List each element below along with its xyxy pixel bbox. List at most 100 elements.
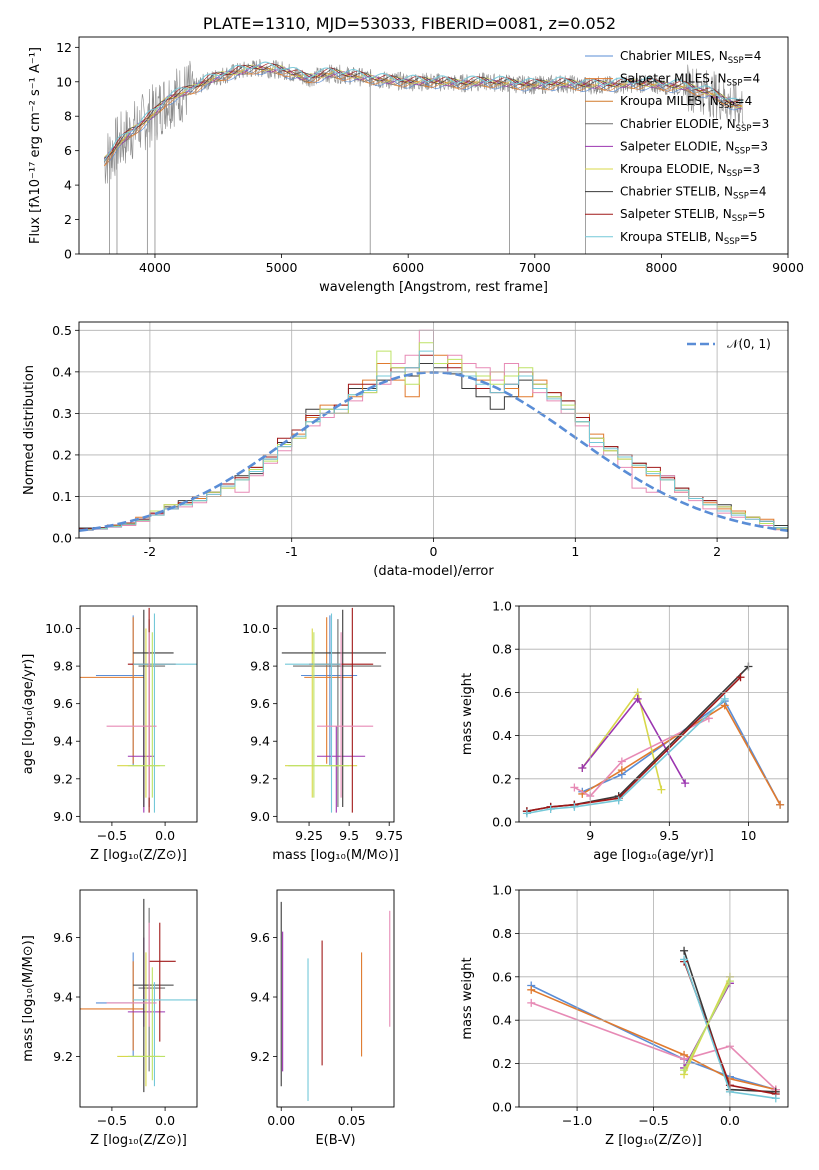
y-axis-label: age [log₁₀(age/yr)] [21, 654, 36, 775]
y-tick-label: 0.4 [52, 364, 72, 379]
axes-frame [79, 605, 198, 823]
plot-area [103, 59, 744, 254]
legend-label-suffix: =4 [749, 185, 767, 199]
legend-label-text: Chabrier MILES, N [620, 49, 728, 63]
y-tick-label: 9.4 [250, 734, 270, 749]
y-tick-label: 10.0 [45, 621, 73, 636]
data-point [680, 946, 689, 955]
y-tick-label: 9.6 [53, 930, 73, 945]
legend-label-text: Salpeter MILES, N [620, 72, 727, 86]
plot-area [522, 662, 785, 818]
legend-label: Salpeter STELIB, NSSP=5 [620, 207, 765, 224]
data-point [776, 800, 785, 809]
x-tick-label: -1 [285, 544, 297, 559]
x-tick-label: 0.0 [155, 828, 175, 843]
series-line [581, 704, 781, 806]
data-point [522, 809, 531, 818]
x-tick-label: −0.5 [97, 828, 127, 843]
legend-label-sub: SSP [719, 101, 735, 111]
plot-area [281, 607, 386, 813]
legend-label-suffix: =5 [740, 230, 758, 244]
legend-label-text: Chabrier ELODIE, N [620, 117, 736, 131]
data-point [680, 955, 689, 964]
y-tick-label: 10 [56, 74, 72, 89]
y-tick-label: 8 [64, 109, 72, 124]
legend-label-sub: SSP [736, 124, 752, 134]
plot-area [80, 607, 197, 813]
x-tick-label: 9.25 [295, 828, 323, 843]
model-line [104, 64, 743, 158]
legend-label-text: Kroupa STELIB, N [620, 230, 724, 244]
legend-label-sub: SSP [724, 237, 740, 247]
panel-spectrum: 4000 5000 6000 7000 8000 9000 0 2 4 6 8 10 12 wavelen… [28, 36, 804, 295]
x-tick-label: 9000 [772, 260, 804, 275]
x-tick-label: 7000 [519, 260, 551, 275]
axes-frame [518, 889, 789, 1108]
legend-label: Chabrier ELODIE, NSSP=3 [620, 117, 769, 134]
plot-area [280, 901, 391, 1102]
legend-label-text: Salpeter STELIB, N [620, 207, 732, 221]
legend-label-text: Chabrier STELIB, N [620, 185, 733, 199]
x-axis-label: (data-model)/error [373, 564, 494, 579]
data-point [680, 1055, 689, 1064]
axes-frame [79, 889, 198, 1108]
legend-label: Salpeter MILES, NSSP=4 [620, 72, 760, 89]
y-tick-label: 6 [64, 143, 72, 158]
legend-label-suffix: =3 [750, 139, 768, 153]
x-tick-label: 8000 [645, 260, 677, 275]
y-tick-label: 9.2 [250, 1049, 270, 1064]
x-tick-label: 9.75 [375, 828, 403, 843]
x-tick-label: 0.05 [338, 1113, 366, 1128]
y-axis-label: mass [log₁₀(M/M⊙)] [21, 935, 36, 1062]
x-axis-label: mass [log₁₀(M/M⊙)] [272, 848, 399, 863]
x-tick-label: 1 [571, 544, 579, 559]
data-point [736, 673, 745, 682]
x-tick-label: 10 [740, 828, 756, 843]
y-tick-label: 0.4 [492, 728, 512, 743]
y-tick-label: 9.8 [53, 659, 73, 674]
y-tick-label: 9.6 [250, 696, 270, 711]
y-tick-label: 0.0 [492, 1100, 512, 1115]
y-tick-label: 0.5 [52, 323, 72, 338]
y-axis-label: Flux [fλ10⁻¹⁷ erg cm⁻² s⁻¹ A⁻¹] [28, 47, 43, 244]
data-point [704, 714, 713, 723]
y-tick-label: 0.8 [492, 926, 512, 941]
y-tick-label: 0.2 [52, 447, 72, 462]
series-line [530, 1002, 777, 1091]
x-tick-label: −1.0 [562, 1113, 592, 1128]
y-axis-label: mass weight [460, 673, 475, 755]
data-point [578, 764, 587, 772]
legend-label-sub: SSP [732, 214, 748, 224]
legend-label-suffix: =3 [752, 117, 770, 131]
model-line [104, 68, 743, 167]
legend-label-suffix: =3 [742, 162, 760, 176]
legend-label-suffix: =4 [735, 94, 753, 108]
legend-label-suffix: =5 [748, 207, 766, 221]
series-line [526, 665, 749, 812]
data-point [720, 694, 729, 703]
x-tick-label: 0.0 [155, 1113, 175, 1128]
x-tick-label: 2 [713, 544, 721, 559]
legend-label-sub: SSP [728, 56, 744, 66]
x-axis-label: Z [log₁₀(Z/Z⊙)] [90, 848, 187, 863]
data-point [633, 694, 642, 703]
data-point [657, 785, 666, 794]
x-axis-label: wavelength [Angstrom, rest frame] [319, 280, 548, 295]
legend-label: Chabrier STELIB, NSSP=4 [620, 185, 767, 202]
legend-label: Kroupa MILES, NSSP=4 [620, 94, 752, 111]
series-line [683, 980, 731, 1071]
y-tick-label: 9.4 [53, 990, 73, 1005]
x-tick-label: 4000 [139, 260, 171, 275]
legend-label-sub: SSP [727, 169, 743, 179]
y-tick-label: 0.0 [52, 531, 72, 546]
x-tick-label: 5000 [266, 260, 298, 275]
axes-frame [276, 889, 395, 1108]
panel-weight-vs-age: 9 9.5 10 0.0 0.2 0.4 0.6 0.8 1.0 age [log₁₀(age/y… [460, 599, 789, 863]
axes-frame [518, 605, 789, 823]
y-tick-label: 0.0 [492, 815, 512, 830]
y-tick-label: 10.0 [242, 621, 270, 636]
legend-label-text: Salpeter ELODIE, N [620, 139, 734, 153]
y-tick-label: 9.4 [250, 990, 270, 1005]
x-tick-label: 0 [430, 544, 438, 559]
series-line [530, 989, 776, 1091]
